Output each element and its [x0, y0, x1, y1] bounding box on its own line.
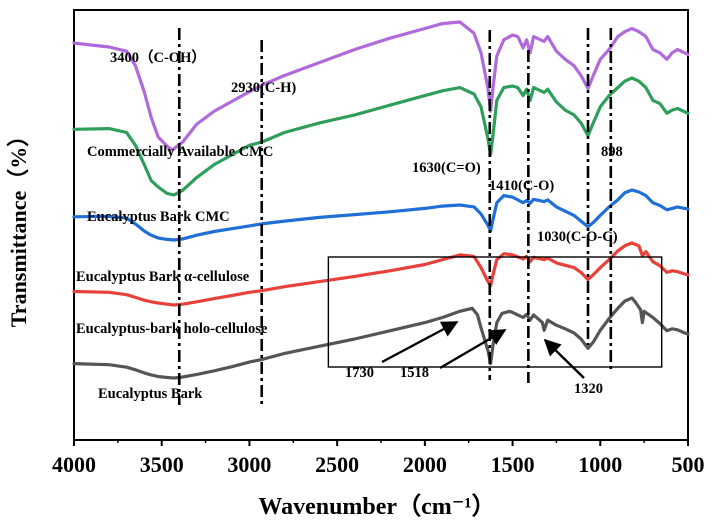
annotation-arrow-1730 [381, 320, 459, 364]
reference-label-1630: 1630(C=O) [412, 160, 481, 176]
x-tick-label-1500: 1500 [491, 452, 535, 477]
reference-label-2930: 2930(C-H) [231, 80, 296, 96]
reference-label-3400: 3400（C-OH） [110, 48, 206, 66]
reference-label-1410: 1410(C-O) [489, 178, 554, 194]
series-line-5 [72, 296, 690, 380]
annotation-label-1730: 1730 [345, 365, 374, 381]
series-label-2: Eucalyptus Bark CMC [87, 209, 230, 225]
y-axis-title: Transmittance（%） [6, 125, 31, 327]
annotation-label-1518: 1518 [400, 365, 429, 381]
series-label-4: Eucalyptus-bark holo-cellulose [76, 321, 268, 337]
series-label-1: Commercially Available CMC [87, 144, 273, 160]
series-line-3 [72, 188, 690, 242]
labels-group: Commercially Available CMC Eucalyptus Bar… [76, 144, 273, 402]
series-line-1 [72, 20, 690, 152]
x-tick-label-4000: 4000 [52, 452, 96, 477]
x-tick-label-3000: 3000 [227, 452, 271, 477]
x-tick-label-500: 500 [672, 452, 705, 477]
reference-lines-group: 3400（C-OH） 2930(C-H) 1630(C=O) 1410(C-O) 103… [110, 28, 623, 405]
reference-label-940: 898 [601, 144, 623, 160]
x-tick-label-2500: 2500 [315, 452, 359, 477]
series-group [72, 20, 690, 380]
x-axis-title: Wavenumber（cm⁻¹） [258, 493, 495, 520]
series-label-3: Eucalyptus Bark α-cellulose [76, 269, 250, 285]
annotation-arrow-1518 [439, 328, 507, 370]
x-ticks-group: 4000 3500 3000 2500 2000 1500 1000 500 [52, 440, 705, 477]
reference-label-1070: 1030(C-O-C) [537, 229, 618, 245]
series-label-5: Eucalyptus Bark [98, 386, 203, 402]
x-tick-label-3500: 3500 [140, 452, 184, 477]
plot-frame [73, 9, 689, 441]
series-line-2 [72, 76, 690, 197]
annotation-label-1320: 1320 [574, 381, 603, 397]
series-line-4 [72, 241, 690, 307]
inset-box [327, 256, 663, 368]
annotation-arrow-1320 [543, 338, 585, 379]
x-tick-label-1000: 1000 [578, 452, 622, 477]
x-tick-label-2000: 2000 [403, 452, 447, 477]
